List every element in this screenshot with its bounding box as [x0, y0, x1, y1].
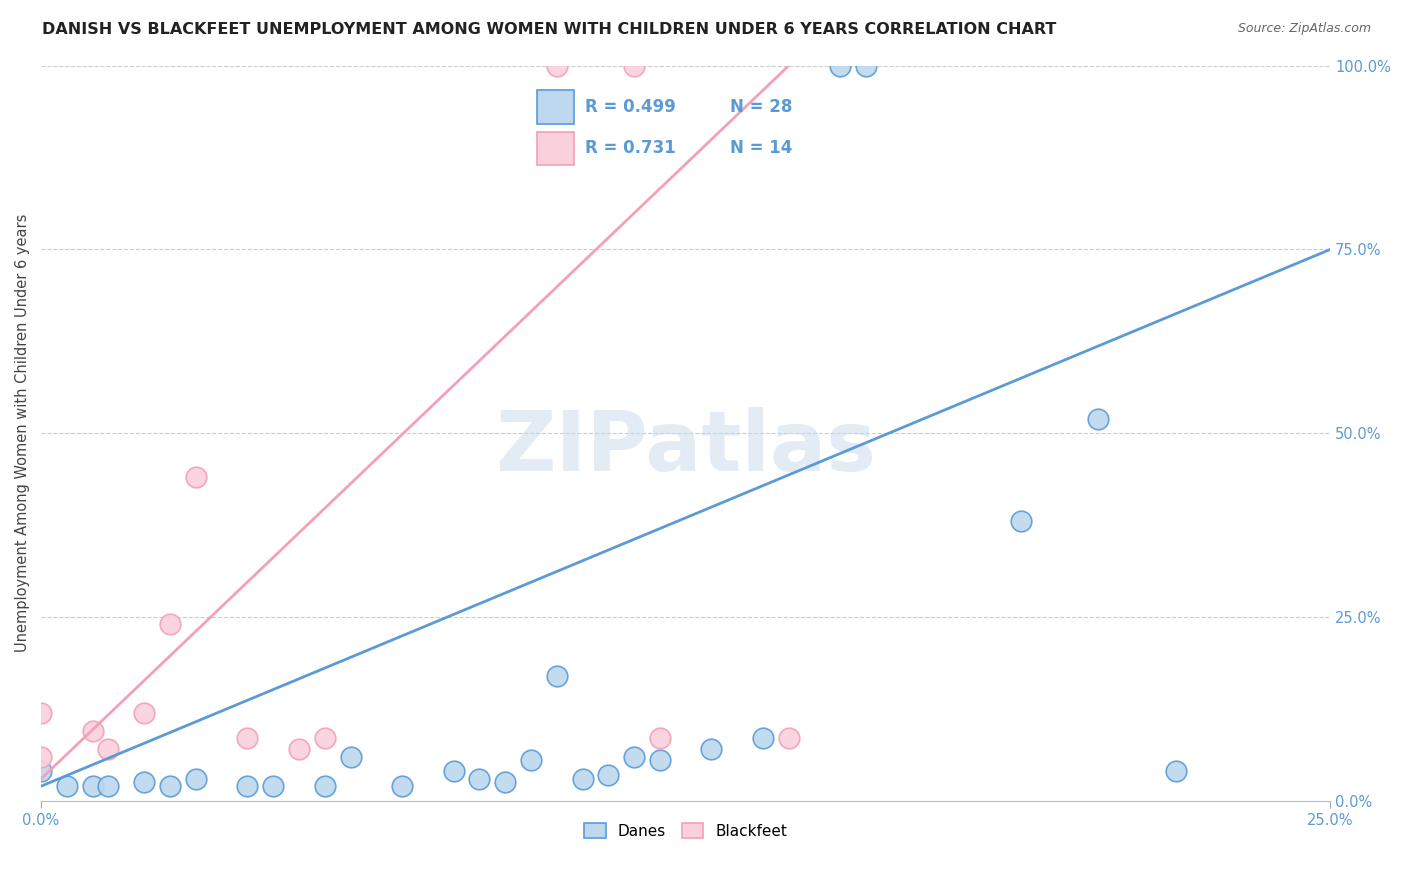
Point [571, 772, 593, 786]
Text: ZIPatlas: ZIPatlas [495, 408, 876, 489]
Point [648, 731, 671, 746]
Point [520, 754, 543, 768]
Point [288, 742, 311, 756]
Point [97, 779, 120, 793]
Point [30, 749, 52, 764]
Y-axis label: Unemployment Among Women with Children Under 6 years: Unemployment Among Women with Children U… [15, 214, 30, 652]
Point [1164, 764, 1187, 779]
Point [494, 775, 516, 789]
Legend: Danes, Blackfeet: Danes, Blackfeet [578, 817, 793, 845]
Point [700, 742, 723, 756]
Point [598, 768, 620, 782]
Point [30, 706, 52, 720]
Point [184, 772, 207, 786]
Point [443, 764, 465, 779]
Point [1010, 515, 1032, 529]
Point [262, 779, 284, 793]
Point [314, 779, 336, 793]
Point [82, 724, 104, 739]
Point [648, 754, 671, 768]
Point [134, 775, 156, 789]
Point [97, 742, 120, 756]
Point [159, 617, 181, 632]
Point [391, 779, 413, 793]
Point [184, 470, 207, 484]
Point [778, 731, 800, 746]
Point [1087, 411, 1109, 425]
Point [855, 59, 877, 73]
Point [546, 59, 568, 73]
Point [314, 731, 336, 746]
Point [339, 749, 361, 764]
Point [623, 59, 645, 73]
Point [752, 731, 775, 746]
Point [30, 764, 52, 779]
Text: Source: ZipAtlas.com: Source: ZipAtlas.com [1237, 22, 1371, 36]
Point [468, 772, 491, 786]
Point [623, 749, 645, 764]
Point [236, 731, 259, 746]
Point [134, 706, 156, 720]
Point [159, 779, 181, 793]
Point [830, 59, 852, 73]
Point [546, 669, 568, 683]
Point [82, 779, 104, 793]
Point [56, 779, 79, 793]
Text: DANISH VS BLACKFEET UNEMPLOYMENT AMONG WOMEN WITH CHILDREN UNDER 6 YEARS CORRELA: DANISH VS BLACKFEET UNEMPLOYMENT AMONG W… [42, 22, 1056, 37]
Point [236, 779, 259, 793]
